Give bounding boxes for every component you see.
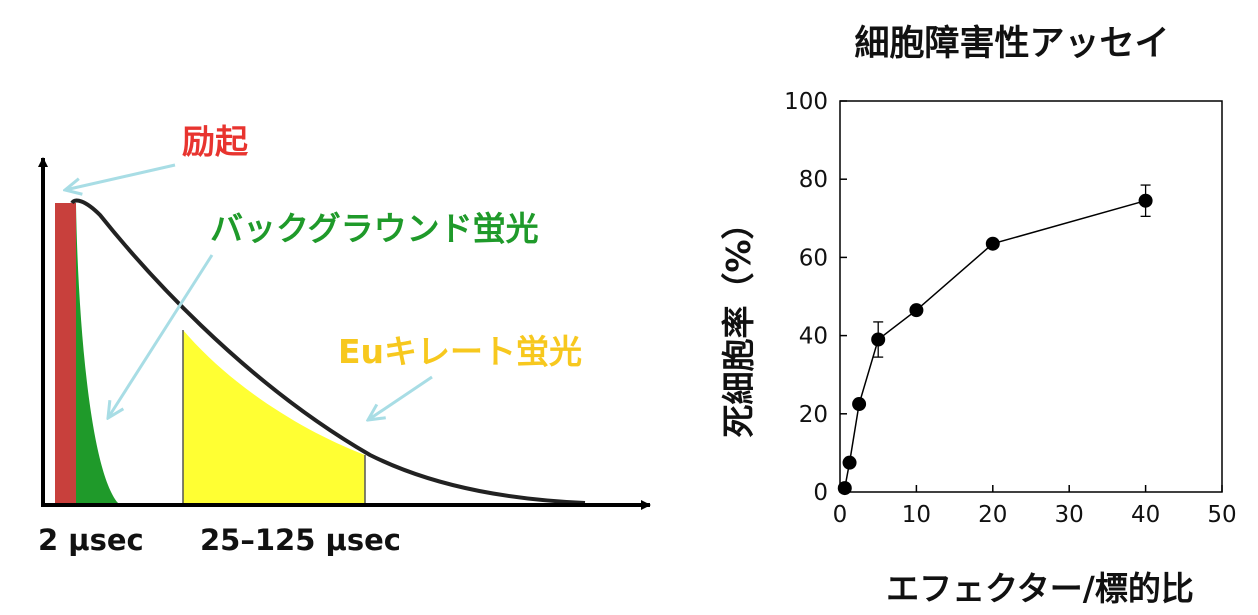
y-tick-label: 60 [799, 245, 828, 271]
x-tick-label: 10 [902, 502, 931, 528]
fluorescence-diagram: 励起 バックグラウンド蛍光 Euキレート蛍光 2 μsec 25–125 μse… [38, 122, 651, 557]
y-axis-label: 死細胞率（%） [719, 206, 758, 437]
x-axis: 0 10 20 30 40 50 [833, 485, 1237, 528]
chart-title: 細胞障害性アッセイ [854, 24, 1169, 64]
y-tick-label: 100 [784, 89, 828, 115]
data-point [852, 397, 867, 412]
window-time-label: 25–125 μsec [200, 523, 401, 557]
background-fluorescence-label: バックグラウンド蛍光 [210, 209, 539, 248]
data-point [842, 455, 857, 470]
data-point [985, 236, 1000, 251]
x-tick-label: 30 [1055, 502, 1084, 528]
x-tick-label: 0 [833, 502, 848, 528]
excitation-pointer-arrow [65, 163, 176, 190]
y-tick-label: 40 [799, 324, 828, 350]
pulse-time-label: 2 μsec [38, 523, 144, 557]
eu-chelate-label: Euキレート蛍光 [338, 332, 582, 371]
data-point [909, 303, 924, 318]
excitation-pulse-bar [55, 203, 76, 504]
y-tick-label: 0 [813, 480, 828, 506]
x-tick-label: 50 [1207, 502, 1236, 528]
x-axis-label: エフェクター/標的比 [886, 569, 1194, 608]
background-pointer-arrow [108, 254, 214, 418]
x-tick-label: 20 [978, 502, 1007, 528]
excitation-label: 励起 [182, 122, 249, 161]
eu-pointer-arrow [368, 375, 433, 420]
y-tick-label: 80 [799, 167, 828, 193]
plot-frame [839, 100, 1223, 493]
cytotoxicity-chart: 細胞障害性アッセイ 0 20 40 60 80 100 0 10 20 30 40 50 死細胞率（… [719, 24, 1237, 608]
decay-curve [70, 198, 586, 505]
data-points [837, 193, 1153, 496]
eu-chelate-window-area [183, 330, 365, 503]
data-point [871, 332, 886, 347]
background-fluorescence-area [76, 205, 118, 503]
y-axis: 0 20 40 60 80 100 [784, 89, 847, 506]
x-tick-label: 40 [1131, 502, 1160, 528]
data-point [1138, 193, 1153, 208]
y-tick-label: 20 [799, 402, 828, 428]
data-point [837, 481, 852, 496]
